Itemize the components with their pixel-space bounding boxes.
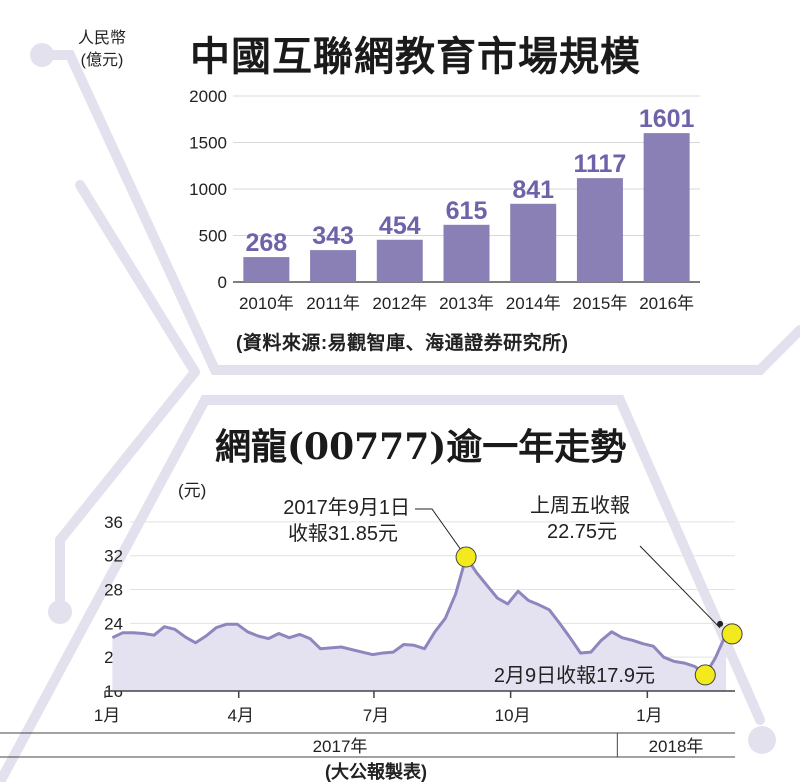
bar-y-tick-label: 500 [199, 227, 227, 246]
bar-chart-unit-line2: (億元) [80, 52, 124, 69]
line-x-tick-label: 1月 [94, 706, 120, 725]
bar-y-tick-label: 1000 [189, 180, 227, 199]
last-annotation-line2: 22.75元 [547, 521, 617, 543]
last-annotation-line1: 上周五收報 [530, 494, 630, 517]
bar [510, 203, 557, 282]
bar-value-label: 615 [446, 197, 488, 225]
year-label-2017: 2017年 [313, 737, 368, 756]
last-leader-dot [717, 620, 724, 627]
year-label-2018: 2018年 [649, 737, 704, 756]
line-x-tick-label: 10月 [495, 706, 531, 725]
bar-category-label: 2013年 [439, 294, 494, 313]
line-x-tick-label: 7月 [363, 706, 389, 725]
bar-chart-title: 中國互聯網教育市場規模 [190, 33, 641, 80]
line-y-tick-label: 24 [104, 614, 123, 633]
bar-y-tick-label: 2000 [189, 87, 227, 106]
bar [376, 239, 423, 282]
bar [643, 133, 690, 282]
peak-annotation-line2: 收報31.85元 [288, 522, 398, 545]
line-y-tick-label: 32 [104, 547, 123, 566]
bar-y-tick-label: 0 [218, 273, 227, 292]
bar-category-label: 2010年 [239, 294, 294, 313]
low-annotation: 2月9日收報17.9元 [494, 664, 655, 687]
bar-category-label: 2012年 [372, 294, 427, 313]
line-x-tick-label: 1月 [636, 706, 662, 725]
price-line [111, 555, 728, 677]
line-chart-unit: (元) [178, 481, 206, 500]
bar-category-label: 2011年 [306, 294, 360, 313]
bar [443, 224, 490, 282]
last-marker [721, 623, 743, 645]
decor-line-mid [75, 180, 200, 377]
bar-category-label: 2014年 [506, 294, 561, 313]
bar-category-label: 2015年 [573, 294, 628, 313]
bar-chart-source: (資料來源:易觀智庫、海通證券研究所) [236, 333, 569, 354]
bar-value-label: 841 [512, 176, 554, 204]
decor-dot-top [30, 43, 54, 67]
peak-leader-line [415, 508, 467, 558]
bar-value-label: 268 [245, 229, 287, 257]
decor-line-left [55, 367, 200, 613]
line-y-tick-label: 36 [104, 513, 123, 532]
line-chart-title: 網龍(00777)逾一年走勢 [215, 426, 627, 468]
low-marker [694, 664, 716, 686]
peak-marker [455, 546, 477, 568]
bar [576, 178, 623, 282]
bar-chart-unit: 人民幣 (億元) [70, 28, 134, 72]
line-y-tick-label: 28 [104, 581, 123, 600]
decor-dot-right [748, 726, 776, 754]
bar-value-label: 343 [312, 222, 354, 250]
bar [310, 250, 357, 282]
bar-value-label: 454 [379, 212, 421, 240]
credit: (大公報製表) [325, 762, 427, 782]
decor-line-top [37, 50, 800, 375]
bar [243, 257, 290, 282]
line-x-tick-label: 4月 [227, 706, 253, 725]
bar-chart-unit-line1: 人民幣 [77, 30, 126, 47]
price-area [112, 557, 727, 691]
bar-y-tick-label: 1500 [189, 134, 227, 153]
decor-dot-left [48, 600, 72, 624]
bar-category-label: 2016年 [639, 294, 694, 313]
bar-value-label: 1117 [573, 150, 626, 178]
peak-annotation-line1: 2017年9月1日 [283, 496, 410, 519]
decor-line-bottom [0, 395, 765, 782]
bar-value-label: 1601 [639, 105, 695, 133]
last-leader-line [639, 545, 721, 629]
